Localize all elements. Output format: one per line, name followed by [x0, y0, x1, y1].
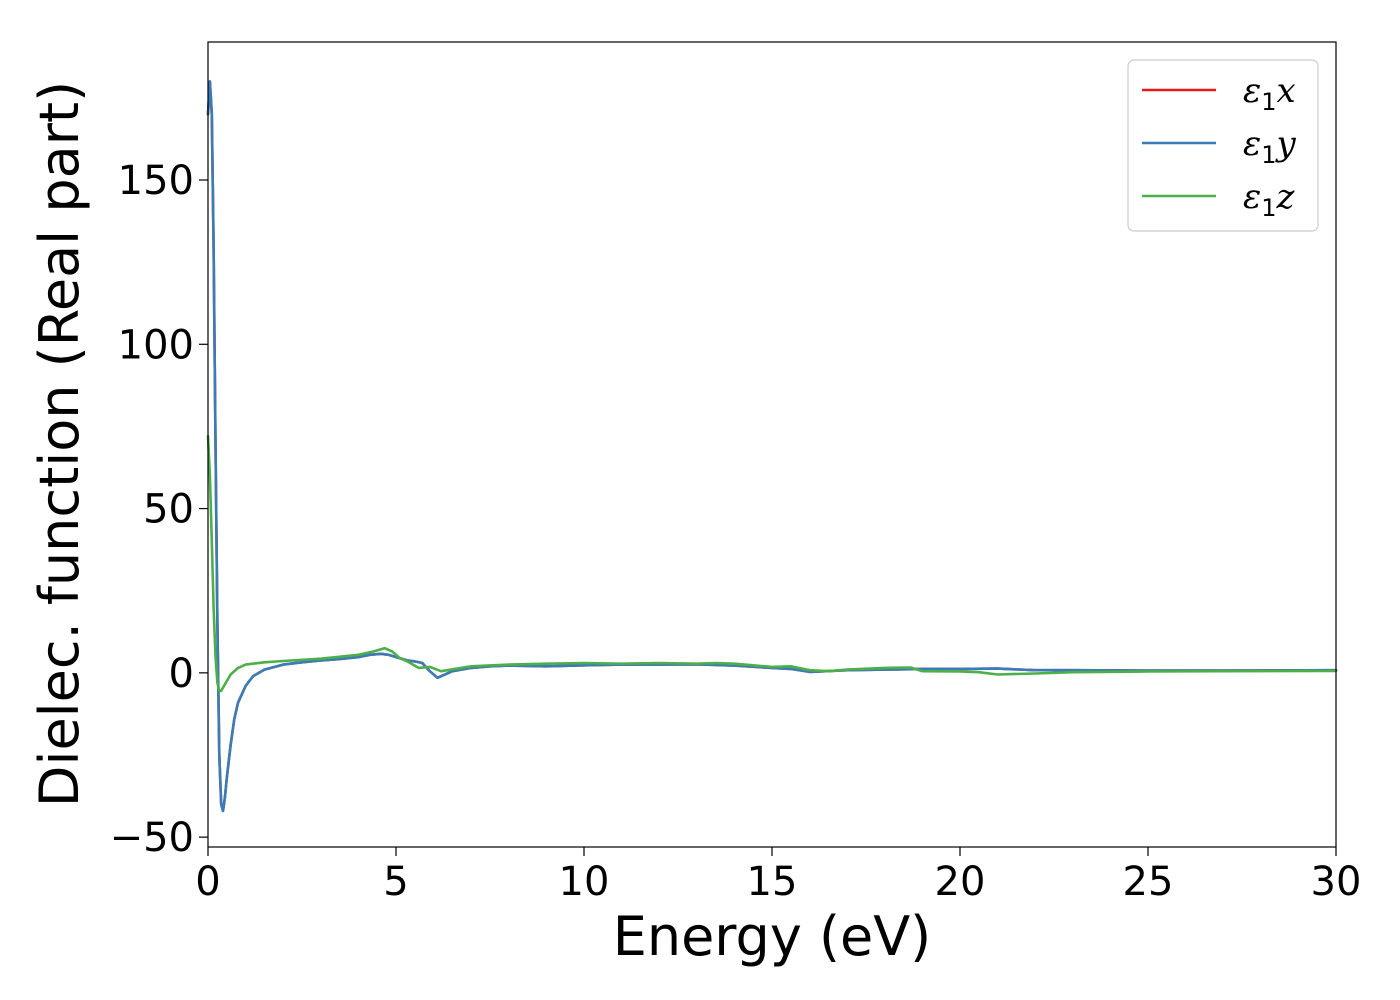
x-tick-label: 5	[383, 859, 408, 905]
legend-label-subscript: 1	[1261, 141, 1276, 169]
legend-label-base: ε	[1243, 124, 1261, 164]
y-axis-label: Dielec. function (Real part)	[28, 81, 91, 807]
x-tick-label: 20	[935, 859, 986, 905]
plot-frame	[207, 41, 1337, 848]
tick-marks	[199, 179, 1337, 856]
legend-box	[1127, 59, 1319, 232]
x-tick-label: 0	[195, 859, 220, 905]
legend-label-y: ε1y	[1243, 124, 1297, 169]
x-tick-label: 25	[1123, 859, 1174, 905]
y-tick-label: 150	[118, 158, 194, 204]
x-tick-label: 15	[747, 859, 798, 905]
y-tick-label: −50	[110, 815, 194, 861]
legend-label-component: z	[1276, 177, 1296, 217]
y-tick-label: 50	[143, 487, 194, 533]
x-axis-label: Energy (eV)	[613, 905, 932, 968]
legend-label-subscript: 1	[1261, 88, 1276, 116]
legend-label-x: ε1x	[1243, 71, 1296, 116]
y-tick-label: 0	[169, 651, 194, 697]
series-line-z	[206, 434, 1338, 693]
legend-label-component: y	[1275, 124, 1297, 164]
legend-label-subscript: 1	[1261, 194, 1276, 222]
legend-label-component: x	[1277, 71, 1296, 111]
legend-label-base: ε	[1243, 71, 1261, 111]
legend-label-z: ε1z	[1243, 177, 1296, 222]
series-lines	[206, 80, 1338, 813]
y-tick-label: 100	[118, 322, 194, 368]
legend-label-base: ε	[1243, 177, 1261, 217]
x-tick-label: 30	[1311, 859, 1362, 905]
x-tick-label: 10	[559, 859, 610, 905]
